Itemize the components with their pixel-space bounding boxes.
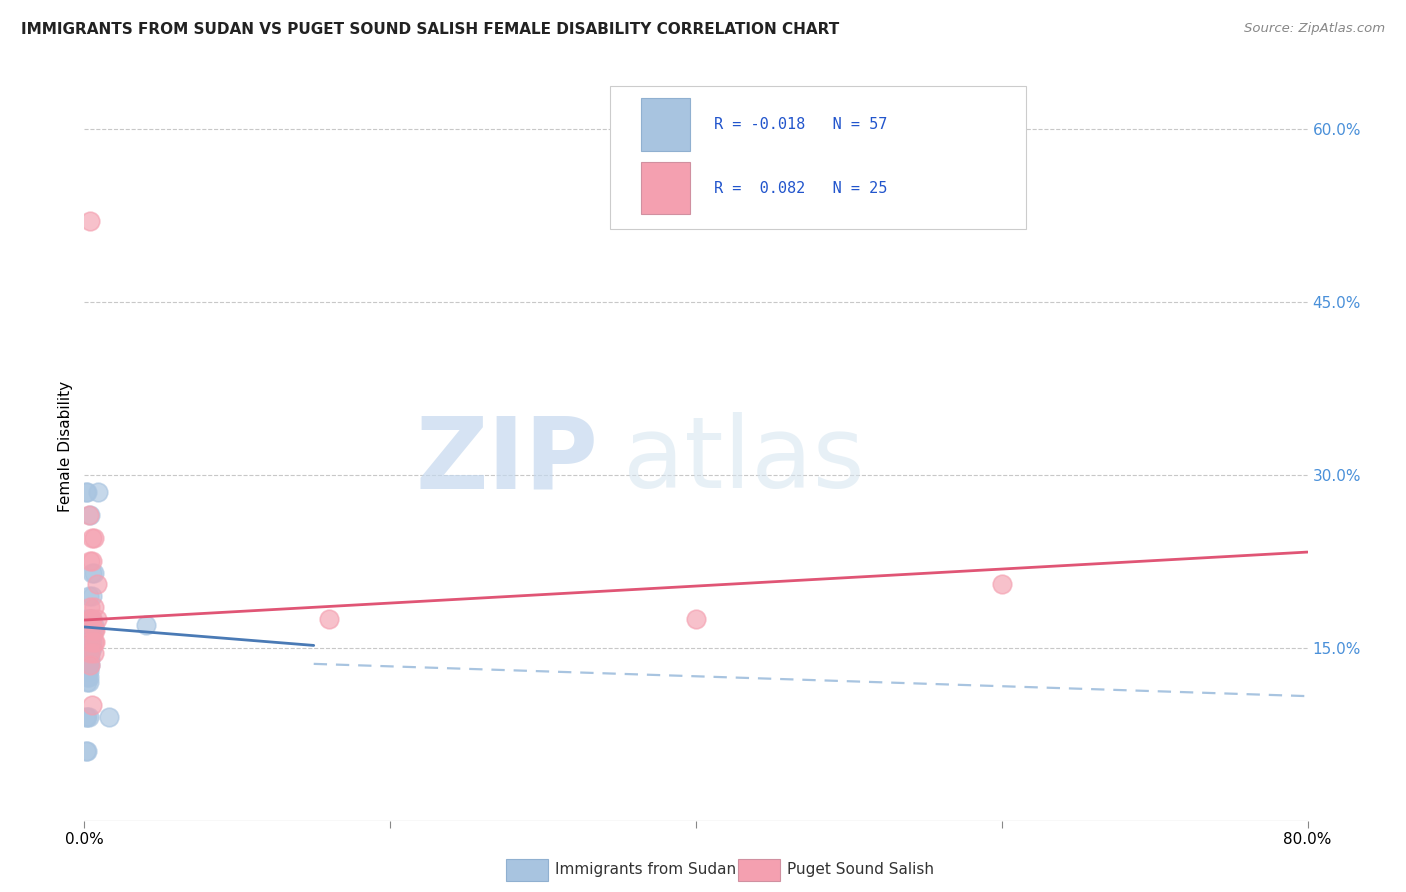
Point — [79, 214, 101, 228]
Y-axis label: Female Disability: Female Disability — [58, 380, 73, 512]
Text: Puget Sound Salish: Puget Sound Salish — [787, 863, 935, 877]
Point — [79, 658, 101, 673]
Point — [135, 617, 157, 632]
Point — [79, 647, 101, 661]
Point — [80, 612, 103, 626]
Point — [84, 624, 107, 638]
Point — [76, 669, 98, 683]
Point — [75, 635, 97, 649]
Point — [318, 612, 340, 626]
Point — [84, 635, 107, 649]
Point — [87, 485, 110, 500]
Point — [80, 566, 103, 580]
Point — [76, 675, 98, 690]
Point — [76, 710, 98, 724]
Point — [77, 710, 100, 724]
Point — [83, 600, 105, 615]
Point — [75, 624, 97, 638]
Point — [79, 624, 101, 638]
Point — [83, 531, 105, 545]
Point — [76, 635, 98, 649]
Point — [79, 640, 101, 655]
Point — [80, 629, 103, 643]
Point — [80, 624, 103, 638]
Point — [79, 647, 101, 661]
Point — [77, 675, 100, 690]
Point — [79, 635, 101, 649]
Point — [76, 658, 98, 673]
Point — [77, 508, 100, 523]
FancyBboxPatch shape — [641, 162, 690, 214]
Point — [80, 554, 103, 568]
Point — [76, 664, 98, 678]
Point — [76, 629, 98, 643]
Point — [685, 612, 707, 626]
Point — [76, 640, 98, 655]
Point — [79, 600, 101, 615]
Point — [79, 554, 101, 568]
Point — [83, 566, 105, 580]
Point — [86, 612, 108, 626]
Point — [79, 629, 101, 643]
Point — [79, 624, 101, 638]
Point — [79, 612, 101, 626]
Point — [83, 624, 105, 638]
Point — [97, 710, 120, 724]
Point — [77, 635, 100, 649]
Point — [79, 658, 101, 673]
Point — [80, 531, 103, 545]
Text: R = -0.018   N = 57: R = -0.018 N = 57 — [714, 117, 887, 132]
Point — [80, 617, 103, 632]
Text: Immigrants from Sudan: Immigrants from Sudan — [555, 863, 737, 877]
Point — [75, 744, 97, 758]
Text: R =  0.082   N = 25: R = 0.082 N = 25 — [714, 181, 887, 195]
Point — [76, 485, 98, 500]
FancyBboxPatch shape — [610, 87, 1026, 228]
Text: atlas: atlas — [623, 412, 865, 509]
Point — [80, 698, 103, 713]
Point — [83, 624, 105, 638]
Point — [76, 652, 98, 666]
Text: IMMIGRANTS FROM SUDAN VS PUGET SOUND SALISH FEMALE DISABILITY CORRELATION CHART: IMMIGRANTS FROM SUDAN VS PUGET SOUND SAL… — [21, 22, 839, 37]
Point — [75, 710, 97, 724]
Point — [77, 652, 100, 666]
Point — [77, 589, 100, 603]
Point — [86, 577, 108, 591]
Point — [80, 589, 103, 603]
Point — [83, 635, 105, 649]
Point — [80, 635, 103, 649]
Text: Source: ZipAtlas.com: Source: ZipAtlas.com — [1244, 22, 1385, 36]
Point — [79, 635, 101, 649]
Point — [83, 647, 105, 661]
Point — [79, 612, 101, 626]
Text: ZIP: ZIP — [415, 412, 598, 509]
FancyBboxPatch shape — [641, 98, 690, 151]
Point — [77, 647, 100, 661]
Point — [76, 744, 98, 758]
Point — [77, 640, 100, 655]
Point — [75, 485, 97, 500]
Point — [77, 612, 100, 626]
Point — [77, 624, 100, 638]
Point — [80, 612, 103, 626]
Point — [80, 640, 103, 655]
Point — [76, 624, 98, 638]
Point — [77, 629, 100, 643]
Point — [77, 664, 100, 678]
Point — [75, 612, 97, 626]
Point — [79, 508, 101, 523]
Point — [79, 617, 101, 632]
Point — [77, 669, 100, 683]
Point — [77, 617, 100, 632]
Point — [77, 658, 100, 673]
Point — [83, 617, 105, 632]
Point — [991, 577, 1014, 591]
Point — [79, 652, 101, 666]
Point — [76, 647, 98, 661]
